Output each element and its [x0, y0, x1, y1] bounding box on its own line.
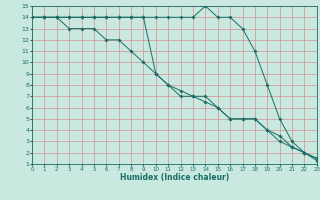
- X-axis label: Humidex (Indice chaleur): Humidex (Indice chaleur): [120, 173, 229, 182]
